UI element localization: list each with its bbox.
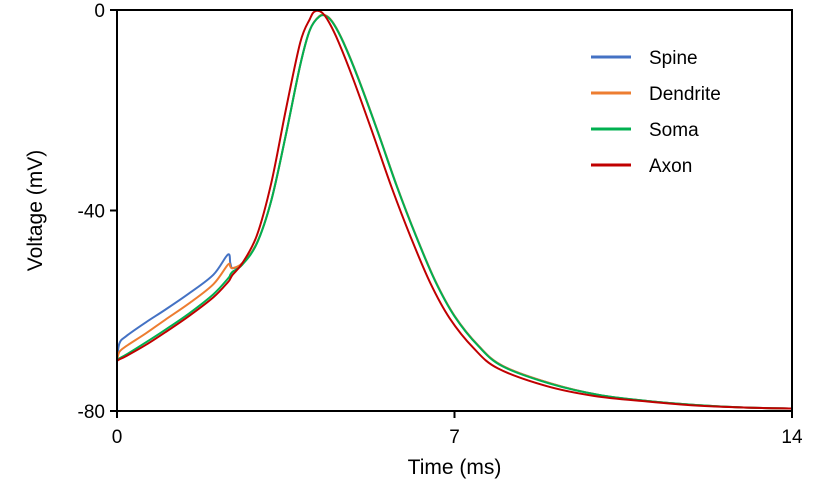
y-tick-label: -40 [78,202,105,223]
series-line-dendrite [116,13,793,410]
series-line-spine [116,13,793,410]
series-line-soma [116,14,793,410]
legend-label-spine: Spine [649,48,698,69]
plot-area [116,9,793,410]
y-tick-label: 0 [94,1,105,22]
x-tick-label: 0 [112,427,123,448]
axis-ticks: 0 7 14 0 -40 -80 [78,1,803,448]
y-axis-title: Voltage (mV) [24,150,47,271]
series-line-axon [116,9,793,410]
y-tick-label: -80 [78,402,105,423]
x-tick-label: 14 [781,427,803,448]
x-tick-label: 7 [449,427,460,448]
x-axis-title: Time (ms) [408,456,502,479]
plot-frame [116,9,793,412]
legend-label-soma: Soma [649,120,699,141]
legend-label-axon: Axon [649,156,692,177]
legend-label-dendrite: Dendrite [649,84,721,105]
legend: Spine Dendrite Soma Axon [591,48,721,177]
